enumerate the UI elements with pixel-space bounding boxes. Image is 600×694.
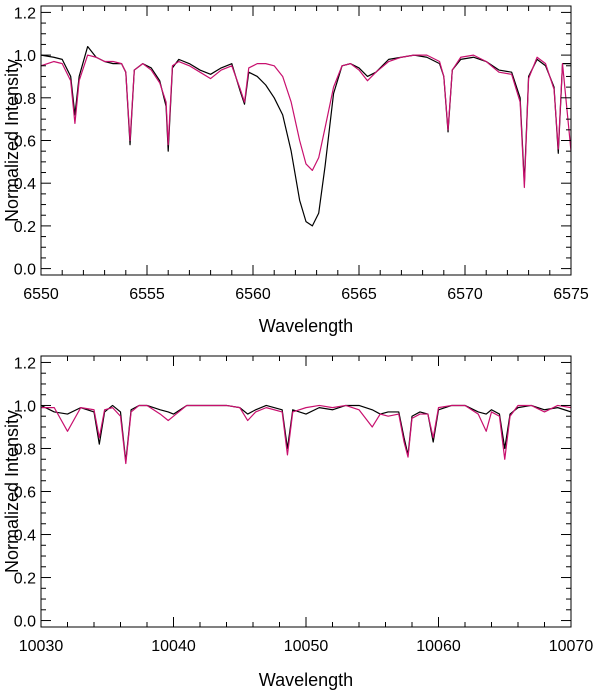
y-axis-title: Normalized Intensity: [2, 59, 22, 222]
y-tick-label: 0.2: [14, 571, 36, 588]
model-spectrum-line: [41, 404, 571, 465]
y-tick-label: 1.0: [14, 398, 36, 415]
x-axis-title: Wavelength: [259, 670, 353, 690]
observed-spectrum-line: [41, 45, 571, 227]
x-tick-label: 10070: [549, 638, 594, 655]
x-tick-label: 6565: [341, 286, 377, 303]
y-tick-label: 1.2: [14, 5, 36, 22]
h-alpha-spectrum-panel: 6550 6555 6560 6565 6570 6575 0.0 0.2 0.4 0.6 0.8 1…: [2, 5, 589, 336]
x-axis-title: Wavelength: [259, 316, 353, 336]
y-tick-label: 0.2: [14, 219, 36, 236]
y-tick-label: 1.2: [14, 355, 36, 372]
x-tick-label: 6575: [553, 286, 589, 303]
x-tick-label: 6550: [23, 286, 59, 303]
x-tick-label: 10060: [416, 638, 461, 655]
model-spectrum-line: [41, 54, 571, 189]
y-tick-label: 0.0: [14, 614, 36, 631]
x-tick-label: 10050: [284, 638, 329, 655]
x-tick-label: 6555: [129, 286, 165, 303]
plot-frame: [40, 355, 572, 628]
y-tick-label: 0.4: [14, 528, 36, 545]
x-tick-label: 6560: [235, 286, 271, 303]
y-tick-label: 0.6: [14, 134, 36, 151]
y-tick-label: 0.6: [14, 485, 36, 502]
x-tick-label: 10040: [151, 638, 196, 655]
near-infrared-spectrum-panel: 10030 10040 10050 10060 10070 0.0 0.2 0.4 0.6 0.8…: [2, 355, 593, 690]
plot-frame: [40, 5, 572, 276]
y-tick-label: 0.8: [14, 91, 36, 108]
y-axis-title: Normalized Intensity: [2, 410, 22, 573]
x-tick-label: 10030: [19, 638, 64, 655]
y-tick-label: 0.0: [14, 262, 36, 279]
x-tick-label: 6570: [447, 286, 483, 303]
y-tick-label: 0.8: [14, 441, 36, 458]
y-tick-label: 1.0: [14, 48, 36, 65]
y-tick-label: 0.4: [14, 176, 36, 193]
